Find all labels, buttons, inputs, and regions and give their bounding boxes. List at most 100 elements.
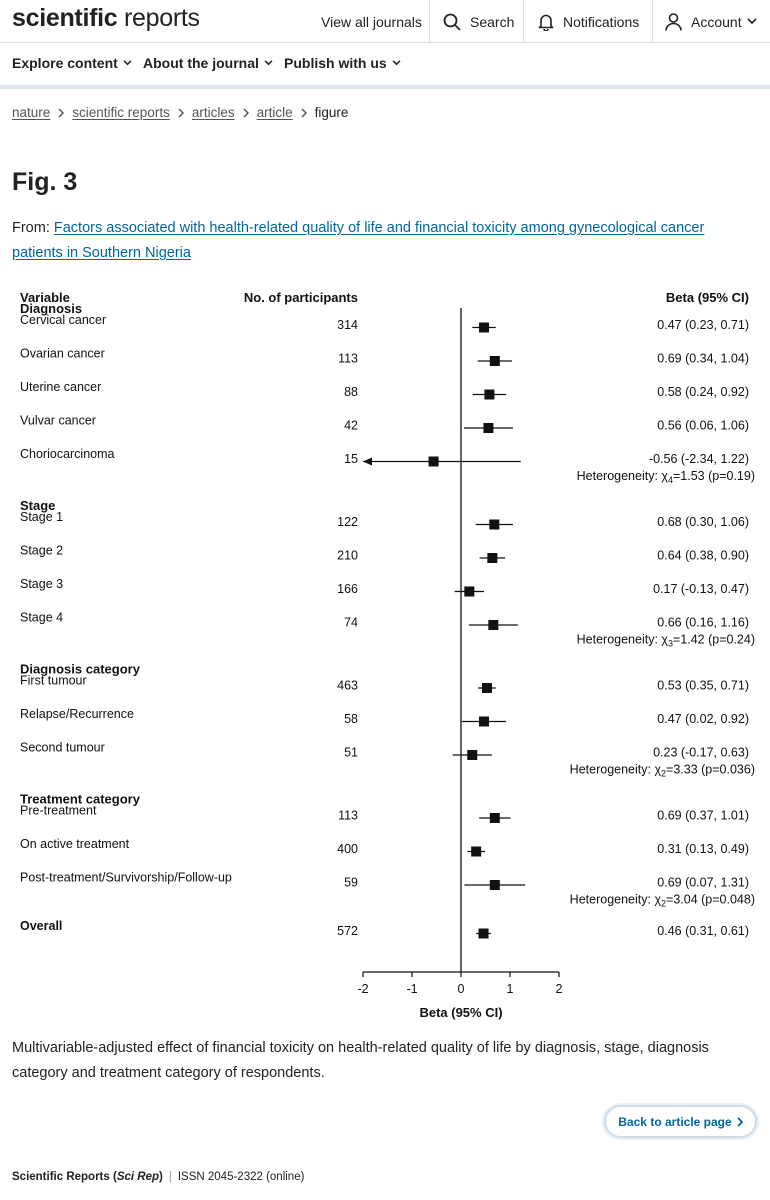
breadcrumb-link-articles[interactable]: articles [191,105,235,120]
journal-logo[interactable]: scientific reports [12,4,200,33]
forest-plot: Variable No. of participants Beta (95% CI)… [20,290,755,1020]
participants-count: 88 [344,385,358,399]
point-estimate [481,683,492,693]
logo-bold-text: scientific [12,4,118,32]
chevron-down-icon [264,60,273,66]
row-label: Choriocarcinoma [20,447,115,461]
beta-ci-label: 0.68 (0.30, 1.06) [657,515,749,529]
point-estimate [489,519,500,530]
beta-ci-label: 0.56 (0.06, 1.06) [657,419,749,433]
point-estimate [479,322,490,333]
row-label: Stage 1 [20,510,63,524]
breadcrumb-current: figure [314,105,349,120]
participants-count: 314 [337,318,358,332]
beta-ci-label: 0.66 (0.16, 1.16) [657,616,749,630]
heterogeneity-value: =3.33 (p=0.036) [666,763,755,777]
row-label: First tumour [20,674,87,688]
row-label: Cervical cancer [20,313,106,327]
point-estimate [471,846,482,857]
row-label: Stage 4 [20,611,63,625]
heterogeneity-prefix: Heterogeneity: [577,633,662,647]
row-label: Post-treatment/Survivorship/Follow-up [20,871,232,885]
row-label: Pre-treatment [20,804,97,818]
secondary-nav: Explore content About the journal Publis… [0,43,770,89]
footer-journal-name: Scientific Reports (Sci Rep) [12,1171,163,1183]
x-axis-tick-label: -2 [357,982,368,996]
point-estimate [464,586,475,597]
participants-count: 463 [337,679,358,693]
back-to-article-label: Back to article page [618,1114,732,1129]
chevron-down-icon [747,18,757,25]
x-axis-label: Beta (95% CI) [419,1005,502,1020]
chevron-down-icon [392,60,401,66]
account-menu-button[interactable]: Account [665,0,757,43]
chi-degrees-of-freedom: 2 [661,899,666,909]
chevron-right-icon [243,107,249,118]
top-bar: scientific reports View all journals Sea… [0,0,770,43]
group-header: Stage [20,498,55,513]
breadcrumb-link-scientific-reports[interactable]: scientific reports [72,105,170,120]
heterogeneity-stat: Heterogeneity: χ2=3.33 (p=0.036) [570,763,755,779]
participants-count: 15 [344,452,358,466]
beta-ci-label: 0.17 (-0.13, 0.47) [653,582,749,596]
participants-count: 572 [337,924,358,938]
heterogeneity-stat: Heterogeneity: χ2=3.04 (p=0.048) [570,893,755,909]
point-estimate [483,423,494,433]
participants-count: 58 [344,712,358,726]
footer-separator: | [168,1171,172,1183]
row-label: Second tumour [20,741,105,755]
footer-issn: ISSN 2045-2322 (online) [177,1171,305,1183]
footer: Scientific Reports (Sci Rep) | ISSN 2045… [12,1171,304,1183]
search-button[interactable]: Search [443,0,514,43]
heterogeneity-value: =1.42 (p=0.24) [673,633,755,647]
beta-ci-label: 0.46 (0.31, 0.61) [657,924,749,938]
chi-symbol: χ [654,893,661,907]
account-label: Account [691,13,742,30]
page-title: Fig. 3 [12,168,78,196]
search-label: Search [470,13,515,30]
about-journal-menu[interactable]: About the journal [143,55,273,71]
row-label: Stage 2 [20,544,63,558]
breadcrumb-link-nature[interactable]: nature [12,105,51,120]
view-all-journals-link[interactable]: View all journals [321,13,422,30]
column-header-beta: Beta (95% CI) [666,290,749,305]
source-article-link[interactable]: Factors associated with health-related q… [12,220,705,261]
heterogeneity-prefix: Heterogeneity: [570,763,655,777]
chi-symbol: χ [661,633,668,647]
point-estimate [428,456,439,467]
participants-count: 166 [337,582,358,596]
notifications-button[interactable]: Notifications [538,0,639,43]
source-article: From: Factors associated with health-rel… [12,216,752,266]
point-estimate [484,389,495,400]
explore-content-menu[interactable]: Explore content [12,55,132,71]
ci-arrow-left [363,457,372,466]
x-axis-tick-label: -1 [406,982,417,996]
participants-count: 51 [344,746,358,760]
footer-journal-close: ) [159,1171,163,1183]
beta-ci-label: 0.47 (0.23, 0.71) [657,318,749,332]
user-icon [665,12,682,31]
search-icon [443,13,461,31]
about-journal-label: About the journal [143,55,259,71]
back-to-article-button[interactable]: Back to article page [604,1105,757,1138]
beta-ci-label: 0.64 (0.38, 0.90) [657,549,749,563]
publish-with-us-menu[interactable]: Publish with us [284,55,401,71]
breadcrumb: nature scientific reports articles artic… [12,105,348,120]
chi-symbol: χ [661,469,668,483]
beta-ci-label: 0.31 (0.13, 0.49) [657,842,749,856]
point-estimate [488,620,499,630]
heterogeneity-stat: Heterogeneity: χ3=1.42 (p=0.24) [577,633,755,649]
forest-plot-figure: Variable No. of participants Beta (95% CI)… [0,280,770,1030]
point-estimate [478,928,489,939]
row-label: Relapse/Recurrence [20,707,134,721]
breadcrumb-link-article[interactable]: article [256,105,293,120]
point-estimate [489,813,500,823]
participants-count: 113 [338,809,358,823]
x-axis-tick-label: 1 [507,982,514,996]
beta-ci-label: 0.69 (0.34, 1.04) [657,352,749,366]
chevron-right-icon [58,107,65,118]
point-estimate [489,880,500,890]
heterogeneity-value: =3.04 (p=0.048) [666,893,755,907]
participants-count: 122 [337,515,358,529]
heterogeneity-stat: Heterogeneity: χ4=1.53 (p=0.19) [577,469,755,485]
